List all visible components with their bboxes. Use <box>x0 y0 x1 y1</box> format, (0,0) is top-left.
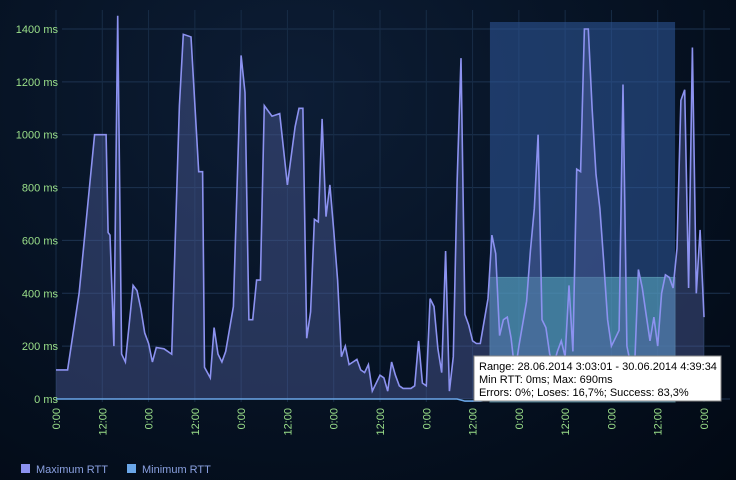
x-tick-label-10: 0:00 <box>514 408 526 429</box>
tooltip-stats: Errors: 0%; Loses: 16,7%; Success: 83,3% <box>479 387 689 399</box>
y-tick-label-1: 200 ms <box>22 341 59 353</box>
x-tick-label-8: 0:00 <box>421 408 433 429</box>
y-tick-label-5: 1000 ms <box>16 130 59 142</box>
y-axis-ticks: 0 ms 200 ms 400 ms 600 ms 800 ms 1000 ms 1200 … <box>16 24 59 406</box>
x-tick-label-13: 12:00 <box>653 408 665 436</box>
x-tick-label-9: 12:00 <box>468 408 480 436</box>
x-tick-label-5: 12:00 <box>282 408 294 436</box>
y-tick-label-2: 400 ms <box>22 288 59 300</box>
y-tick-label-7: 1400 ms <box>16 24 59 36</box>
tooltip-box <box>473 355 722 402</box>
x-tick-label-0: 0:00 <box>51 408 63 429</box>
x-tick-label-7: 12:00 <box>375 408 387 436</box>
legend: Maximum RTT Minimum RTT <box>21 464 211 476</box>
x-tick-label-12: 0:00 <box>606 408 618 429</box>
series-maximum-line <box>56 15 705 394</box>
legend-label-minimum: Minimum RTT <box>142 464 211 476</box>
y-tick-label-6: 1200 ms <box>16 77 59 89</box>
legend-swatch-minimum <box>127 464 136 473</box>
x-tick-label-1: 12:00 <box>97 408 109 436</box>
y-tick-label-3: 600 ms <box>22 235 59 247</box>
tooltip-min-max: Min RTT: 0ms; Max: 690ms <box>479 374 613 386</box>
legend-swatch-maximum <box>21 464 30 473</box>
y-tick-label-4: 800 ms <box>22 183 59 195</box>
x-tick-label-6: 0:00 <box>329 408 341 429</box>
x-axis-ticks: 0:00 12:00 0:00 12:00 0:00 12:00 0:00 12:00 0:00… <box>51 408 711 436</box>
legend-label-maximum: Maximum RTT <box>36 464 108 476</box>
x-tick-label-4: 0:00 <box>236 408 248 429</box>
x-tick-label-14: 0:00 <box>699 408 711 429</box>
y-tick-label-0: 0 ms <box>34 394 58 406</box>
x-tick-label-3: 12:00 <box>190 408 202 436</box>
tooltip-range: Range: 28.06.2014 3:03:01 - 30.06.2014 4… <box>479 361 717 373</box>
range-tooltip: Range: 28.06.2014 3:03:01 - 30.06.2014 4… <box>473 355 722 402</box>
x-tick-label-2: 0:00 <box>144 408 156 429</box>
x-tick-label-11: 12:00 <box>560 408 572 436</box>
